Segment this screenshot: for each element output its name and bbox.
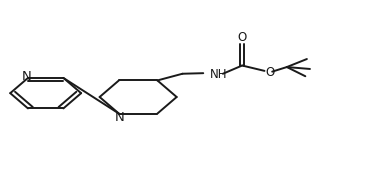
Text: N: N <box>115 111 125 124</box>
Text: O: O <box>237 31 247 44</box>
Text: O: O <box>265 66 275 79</box>
Text: NH: NH <box>210 68 228 81</box>
Text: N: N <box>22 70 31 83</box>
